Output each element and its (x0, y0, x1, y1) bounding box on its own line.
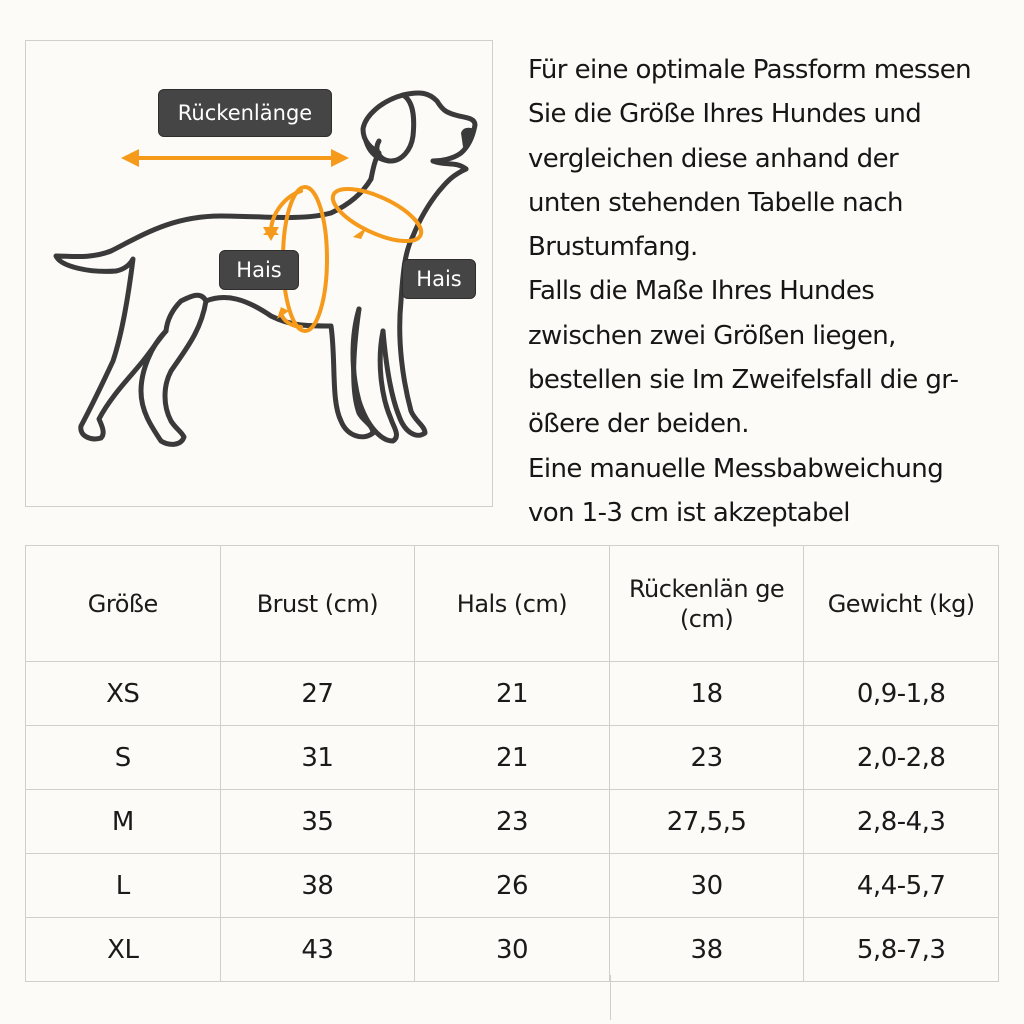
cell-chest: 27 (219, 661, 416, 726)
instruction-line: Sie die Größe Ihres Hundes und (528, 99, 922, 130)
fit-instructions: Für eine optimale Passform messen Sie di… (528, 48, 1018, 535)
instruction-line: Falls die Maße Ihres Hundes (528, 276, 875, 307)
cell-weight: 0,9-1,8 (803, 661, 999, 726)
cell-size: XL (25, 917, 221, 982)
table-row: XL 43 30 38 5,8-7,3 (25, 917, 999, 982)
table-header-row: Größe Brust (cm) Hals (cm) Rückenlän ge … (25, 545, 999, 662)
cell-back-length: 38 (608, 917, 805, 982)
instruction-line: Eine manuelle Messbabweichung (528, 453, 944, 484)
header-chest: Brust (cm) (219, 545, 416, 662)
table-row: L 38 26 30 4,4-5,7 (25, 853, 999, 918)
instruction-line: Brustumfang. (528, 232, 698, 263)
instruction-line: unten stehenden Tabelle nach (528, 187, 904, 218)
cell-neck: 21 (414, 661, 610, 726)
cell-weight: 2,8-4,3 (803, 789, 999, 854)
cell-weight: 2,0-2,8 (803, 725, 999, 790)
cell-weight: 5,8-7,3 (803, 917, 999, 982)
cell-chest: 35 (219, 789, 416, 854)
cell-neck: 21 (414, 725, 610, 790)
table-row: M 35 23 27,5,5 2,8-4,3 (25, 789, 999, 854)
neck-label: Hais (402, 259, 476, 299)
cell-chest: 31 (219, 725, 416, 790)
dog-measurement-illustration: Rückenlänge Hais Hais (25, 40, 493, 507)
size-chart-table: Größe Brust (cm) Hals (cm) Rückenlän ge … (25, 545, 999, 982)
cell-neck: 23 (414, 789, 610, 854)
cell-size: S (25, 725, 221, 790)
header-back-length-text: Rückenlän ge (cm) (628, 574, 785, 633)
cell-neck: 26 (414, 853, 610, 918)
cell-weight: 4,4-5,7 (803, 853, 999, 918)
divider-line (610, 975, 611, 1020)
cell-chest: 43 (219, 917, 416, 982)
instruction-line: ößere der beiden. (528, 409, 749, 440)
cell-size: L (25, 853, 221, 918)
cell-back-length: 30 (608, 853, 805, 918)
back-length-label: Rückenlänge (158, 89, 332, 137)
cell-back-length: 27,5,5 (608, 789, 805, 854)
cell-back-length: 23 (608, 725, 805, 790)
instruction-line: bestellen sie Im Zweifelsfall die gr- (528, 365, 959, 396)
header-neck: Hals (cm) (414, 545, 610, 662)
chest-label: Hais (219, 250, 299, 290)
instruction-line: zwischen zwei Größen liegen, (528, 320, 896, 351)
instruction-line: vergleichen diese anhand der (528, 143, 899, 174)
header-size: Größe (25, 545, 221, 662)
header-weight: Gewicht (kg) (803, 545, 999, 662)
header-back-length: Rückenlän ge (cm) (608, 545, 805, 662)
instruction-line: von 1-3 cm ist akzeptabel (528, 497, 850, 528)
cell-neck: 30 (414, 917, 610, 982)
table-row: S 31 21 23 2,0-2,8 (25, 725, 999, 790)
cell-size: M (25, 789, 221, 854)
instruction-line: Für eine optimale Passform messen (528, 55, 972, 85)
cell-size: XS (25, 661, 221, 726)
cell-chest: 38 (219, 853, 416, 918)
table-row: XS 27 21 18 0,9-1,8 (25, 661, 999, 726)
cell-back-length: 18 (608, 661, 805, 726)
